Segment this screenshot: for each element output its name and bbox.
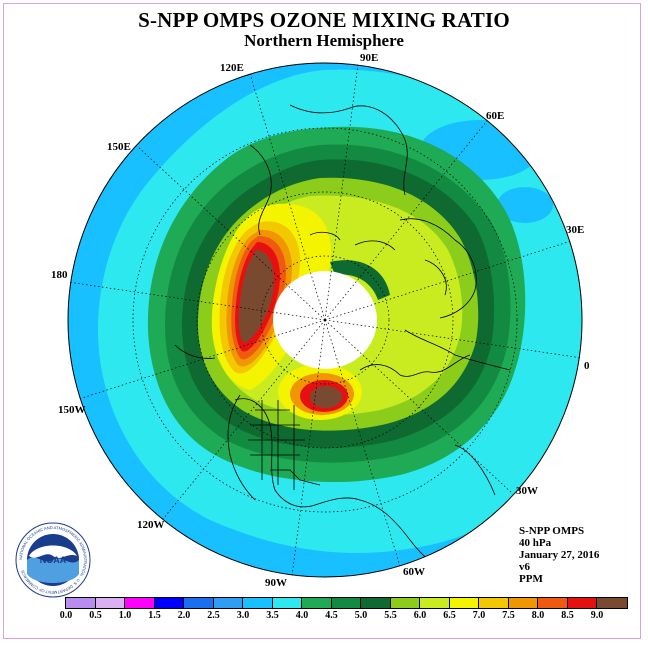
graticule <box>67 63 583 577</box>
colorbar-segment <box>449 598 479 608</box>
colorbar-segment <box>331 598 361 608</box>
colorbar-tick-label: 6.0 <box>413 610 427 621</box>
info-units: PPM <box>519 573 543 585</box>
colorbar-tick-label: 5.5 <box>384 610 397 621</box>
colorbar-segment <box>125 598 155 608</box>
colorbar-segment <box>538 598 568 608</box>
colorbar-tick-label: 1.5 <box>148 610 161 621</box>
colorbar-tick-label: 3.5 <box>266 610 279 621</box>
colorbar-segment <box>479 598 509 608</box>
colorbar-tick-label: 5.0 <box>354 610 368 621</box>
colorbar-tick-label: 1.0 <box>118 610 132 621</box>
lon-label-30w: 30W <box>516 485 538 497</box>
colorbar-segment <box>420 598 450 608</box>
colorbar-segment <box>302 598 332 608</box>
colorbar-tick-label: 4.0 <box>295 610 309 621</box>
colorbar-tick-label: 7.5 <box>502 610 515 621</box>
ozone-field <box>68 63 582 577</box>
colorbar-tick-label: 0.5 <box>89 610 102 621</box>
info-version: v6 <box>519 561 530 573</box>
lon-label-60e: 60E <box>486 110 505 122</box>
colorbar-segment <box>213 598 243 608</box>
colorbar-segment <box>66 598 96 608</box>
noaa-logo: NOAA NATIONAL OCEANIC AND ATMOSPHERIC AD… <box>15 522 91 598</box>
lon-label-150e: 150E <box>107 141 131 153</box>
lon-label-30e: 30E <box>566 224 585 236</box>
colorbar-segment <box>390 598 420 608</box>
info-instrument: S-NPP OMPS <box>519 525 585 537</box>
info-level: 40 hPa <box>519 537 552 549</box>
colorbar-segment <box>567 598 597 608</box>
noaa-logo-text: NOAA <box>40 555 67 565</box>
colorbar-tick-label: 8.0 <box>531 610 545 621</box>
lon-label-180: 180 <box>51 269 68 281</box>
info-date: January 27, 2016 <box>519 549 600 561</box>
lon-label-120e: 120E <box>220 62 244 74</box>
colorbar-tick-label: 8.5 <box>561 610 574 621</box>
colorbar-tick-label: 9.0 <box>590 610 604 621</box>
colorbar-tick-label: 2.5 <box>207 610 220 621</box>
lon-label-90e: 90E <box>360 52 379 64</box>
colorbar-segment <box>272 598 302 608</box>
colorbar-segment <box>597 598 627 608</box>
colorbar-segment <box>184 598 214 608</box>
colorbar-ticks: 0.0 0.5 1.0 1.5 2.0 2.5 3.0 3.5 4.0 4.5 5.0 5.5 6.0 6… <box>0 610 648 624</box>
colorbar-tick-label: 4.5 <box>325 610 338 621</box>
colorbar-tick-label: 3.0 <box>236 610 250 621</box>
colorbar-segment <box>95 598 125 608</box>
page-frame <box>3 3 641 639</box>
colorbar-tick-label: 7.0 <box>472 610 486 621</box>
lon-label-150w: 150W <box>58 404 86 416</box>
lon-label-60w: 60W <box>403 566 425 578</box>
colorbar-segment <box>154 598 184 608</box>
colorbar-segment <box>243 598 273 608</box>
map-boundary <box>67 62 583 578</box>
colorbar-segment <box>361 598 391 608</box>
colorbar-tick-label: 2.0 <box>177 610 191 621</box>
lon-label-90w: 90W <box>265 577 287 589</box>
lon-label-120w: 120W <box>137 519 165 531</box>
lon-label-0: 0 <box>584 360 590 372</box>
colorbar-tick-label: 6.5 <box>443 610 456 621</box>
colorbar-segment <box>508 598 538 608</box>
coastlines <box>174 104 511 573</box>
map-subtitle: Northern Hemisphere <box>244 31 404 50</box>
map-title: S-NPP OMPS OZONE MIXING RATIO <box>138 8 510 32</box>
colorbar <box>65 597 628 609</box>
colorbar-tick-label: 0.0 <box>59 610 73 621</box>
